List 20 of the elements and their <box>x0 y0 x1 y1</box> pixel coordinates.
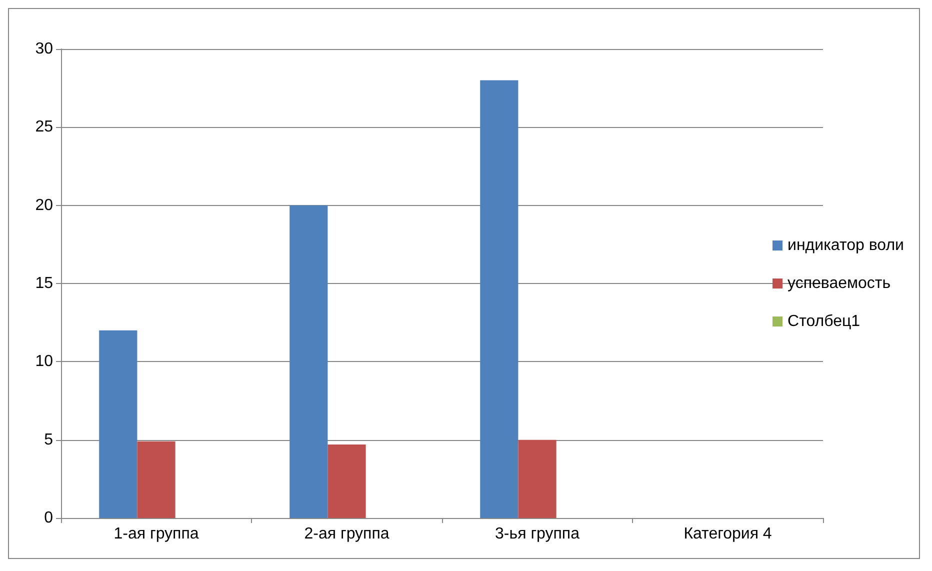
bar <box>290 205 328 518</box>
bar <box>99 330 138 518</box>
y-tick-label: 25 <box>35 118 54 136</box>
bar <box>518 440 556 518</box>
y-tick-label: 0 <box>44 510 54 526</box>
x-tick-label: Категория 4 <box>684 526 772 542</box>
bar <box>328 444 366 518</box>
bar <box>480 80 518 518</box>
legend-label: Столбец1 <box>788 313 860 330</box>
legend-label: успеваемость <box>788 275 891 292</box>
x-tick-label: 1-ая группа <box>114 526 199 542</box>
y-tick-label: 30 <box>35 40 54 58</box>
y-tick-label: 10 <box>35 353 54 370</box>
y-tick-label: 5 <box>44 431 54 448</box>
x-tick-label: 2-ая группа <box>304 526 390 542</box>
y-tick-label: 20 <box>35 196 54 214</box>
legend-label: индикатор воли <box>788 237 904 254</box>
y-tick-label: 15 <box>35 275 54 292</box>
bar <box>137 441 176 518</box>
x-tick-label: 3-ья группа <box>495 526 580 542</box>
